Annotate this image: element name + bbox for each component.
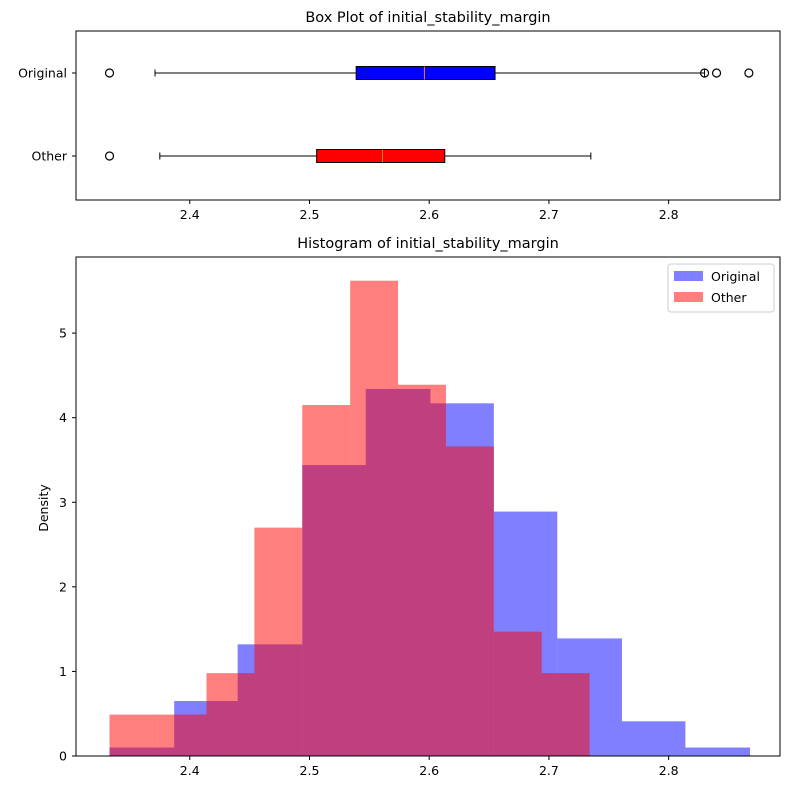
legend-label-original: Original bbox=[711, 269, 760, 284]
y-tick-label: 5 bbox=[59, 326, 67, 341]
legend-swatch-other bbox=[674, 292, 703, 302]
original-bar bbox=[621, 721, 686, 756]
other-bar bbox=[541, 673, 590, 756]
x-tick-label: 2.7 bbox=[539, 207, 559, 222]
other-bar bbox=[302, 405, 351, 756]
other-outlier bbox=[104, 151, 115, 161]
other-bar bbox=[206, 673, 255, 756]
original-outlier bbox=[744, 68, 754, 78]
x-tick-label: 2.4 bbox=[180, 207, 200, 222]
y-tick-label: Other bbox=[32, 149, 68, 164]
x-tick-label: 2.5 bbox=[300, 763, 320, 778]
y-tick-label: Original bbox=[18, 66, 67, 81]
y-tick-label: 0 bbox=[59, 749, 67, 764]
other-bar bbox=[254, 527, 303, 756]
x-tick-label: 2.6 bbox=[419, 763, 439, 778]
y-tick-label: 2 bbox=[59, 579, 67, 594]
y-tick-label: 1 bbox=[59, 664, 67, 679]
original-bar bbox=[685, 747, 751, 756]
histogram-panel: Histogram of initial_stability_margin De… bbox=[36, 236, 781, 778]
box-plot-title: Box Plot of initial_stability_margin bbox=[305, 10, 550, 26]
legend-label-other: Other bbox=[711, 290, 747, 305]
legend-swatch-original bbox=[674, 271, 703, 281]
original-box bbox=[355, 66, 496, 80]
y-axis-label: Density bbox=[36, 484, 51, 532]
box-plot-panel: Box Plot of initial_stability_margin Ori… bbox=[18, 10, 781, 222]
other-bar bbox=[350, 280, 399, 756]
other-box bbox=[316, 149, 446, 163]
x-tick-label: 2.8 bbox=[659, 763, 679, 778]
original-outlier bbox=[104, 68, 115, 78]
box-plot-frame bbox=[75, 30, 781, 201]
other-bar bbox=[445, 446, 494, 756]
x-tick-label: 2.8 bbox=[659, 207, 679, 222]
x-tick-label: 2.4 bbox=[180, 763, 200, 778]
x-tick-label: 2.7 bbox=[539, 763, 559, 778]
histogram-title: Histogram of initial_stability_margin bbox=[297, 236, 559, 252]
x-tick-label: 2.5 bbox=[300, 207, 320, 222]
other-bar bbox=[398, 384, 446, 756]
y-tick-label: 4 bbox=[59, 410, 67, 425]
y-tick-label: 3 bbox=[59, 495, 67, 510]
other-bar bbox=[109, 714, 158, 756]
original-outlier bbox=[711, 68, 722, 78]
other-bar bbox=[493, 631, 542, 756]
legend: Original Other bbox=[667, 263, 775, 313]
x-tick-label: 2.6 bbox=[419, 207, 439, 222]
other-bar bbox=[157, 714, 207, 756]
histogram-frame bbox=[75, 256, 781, 757]
original-outlier bbox=[699, 68, 710, 78]
